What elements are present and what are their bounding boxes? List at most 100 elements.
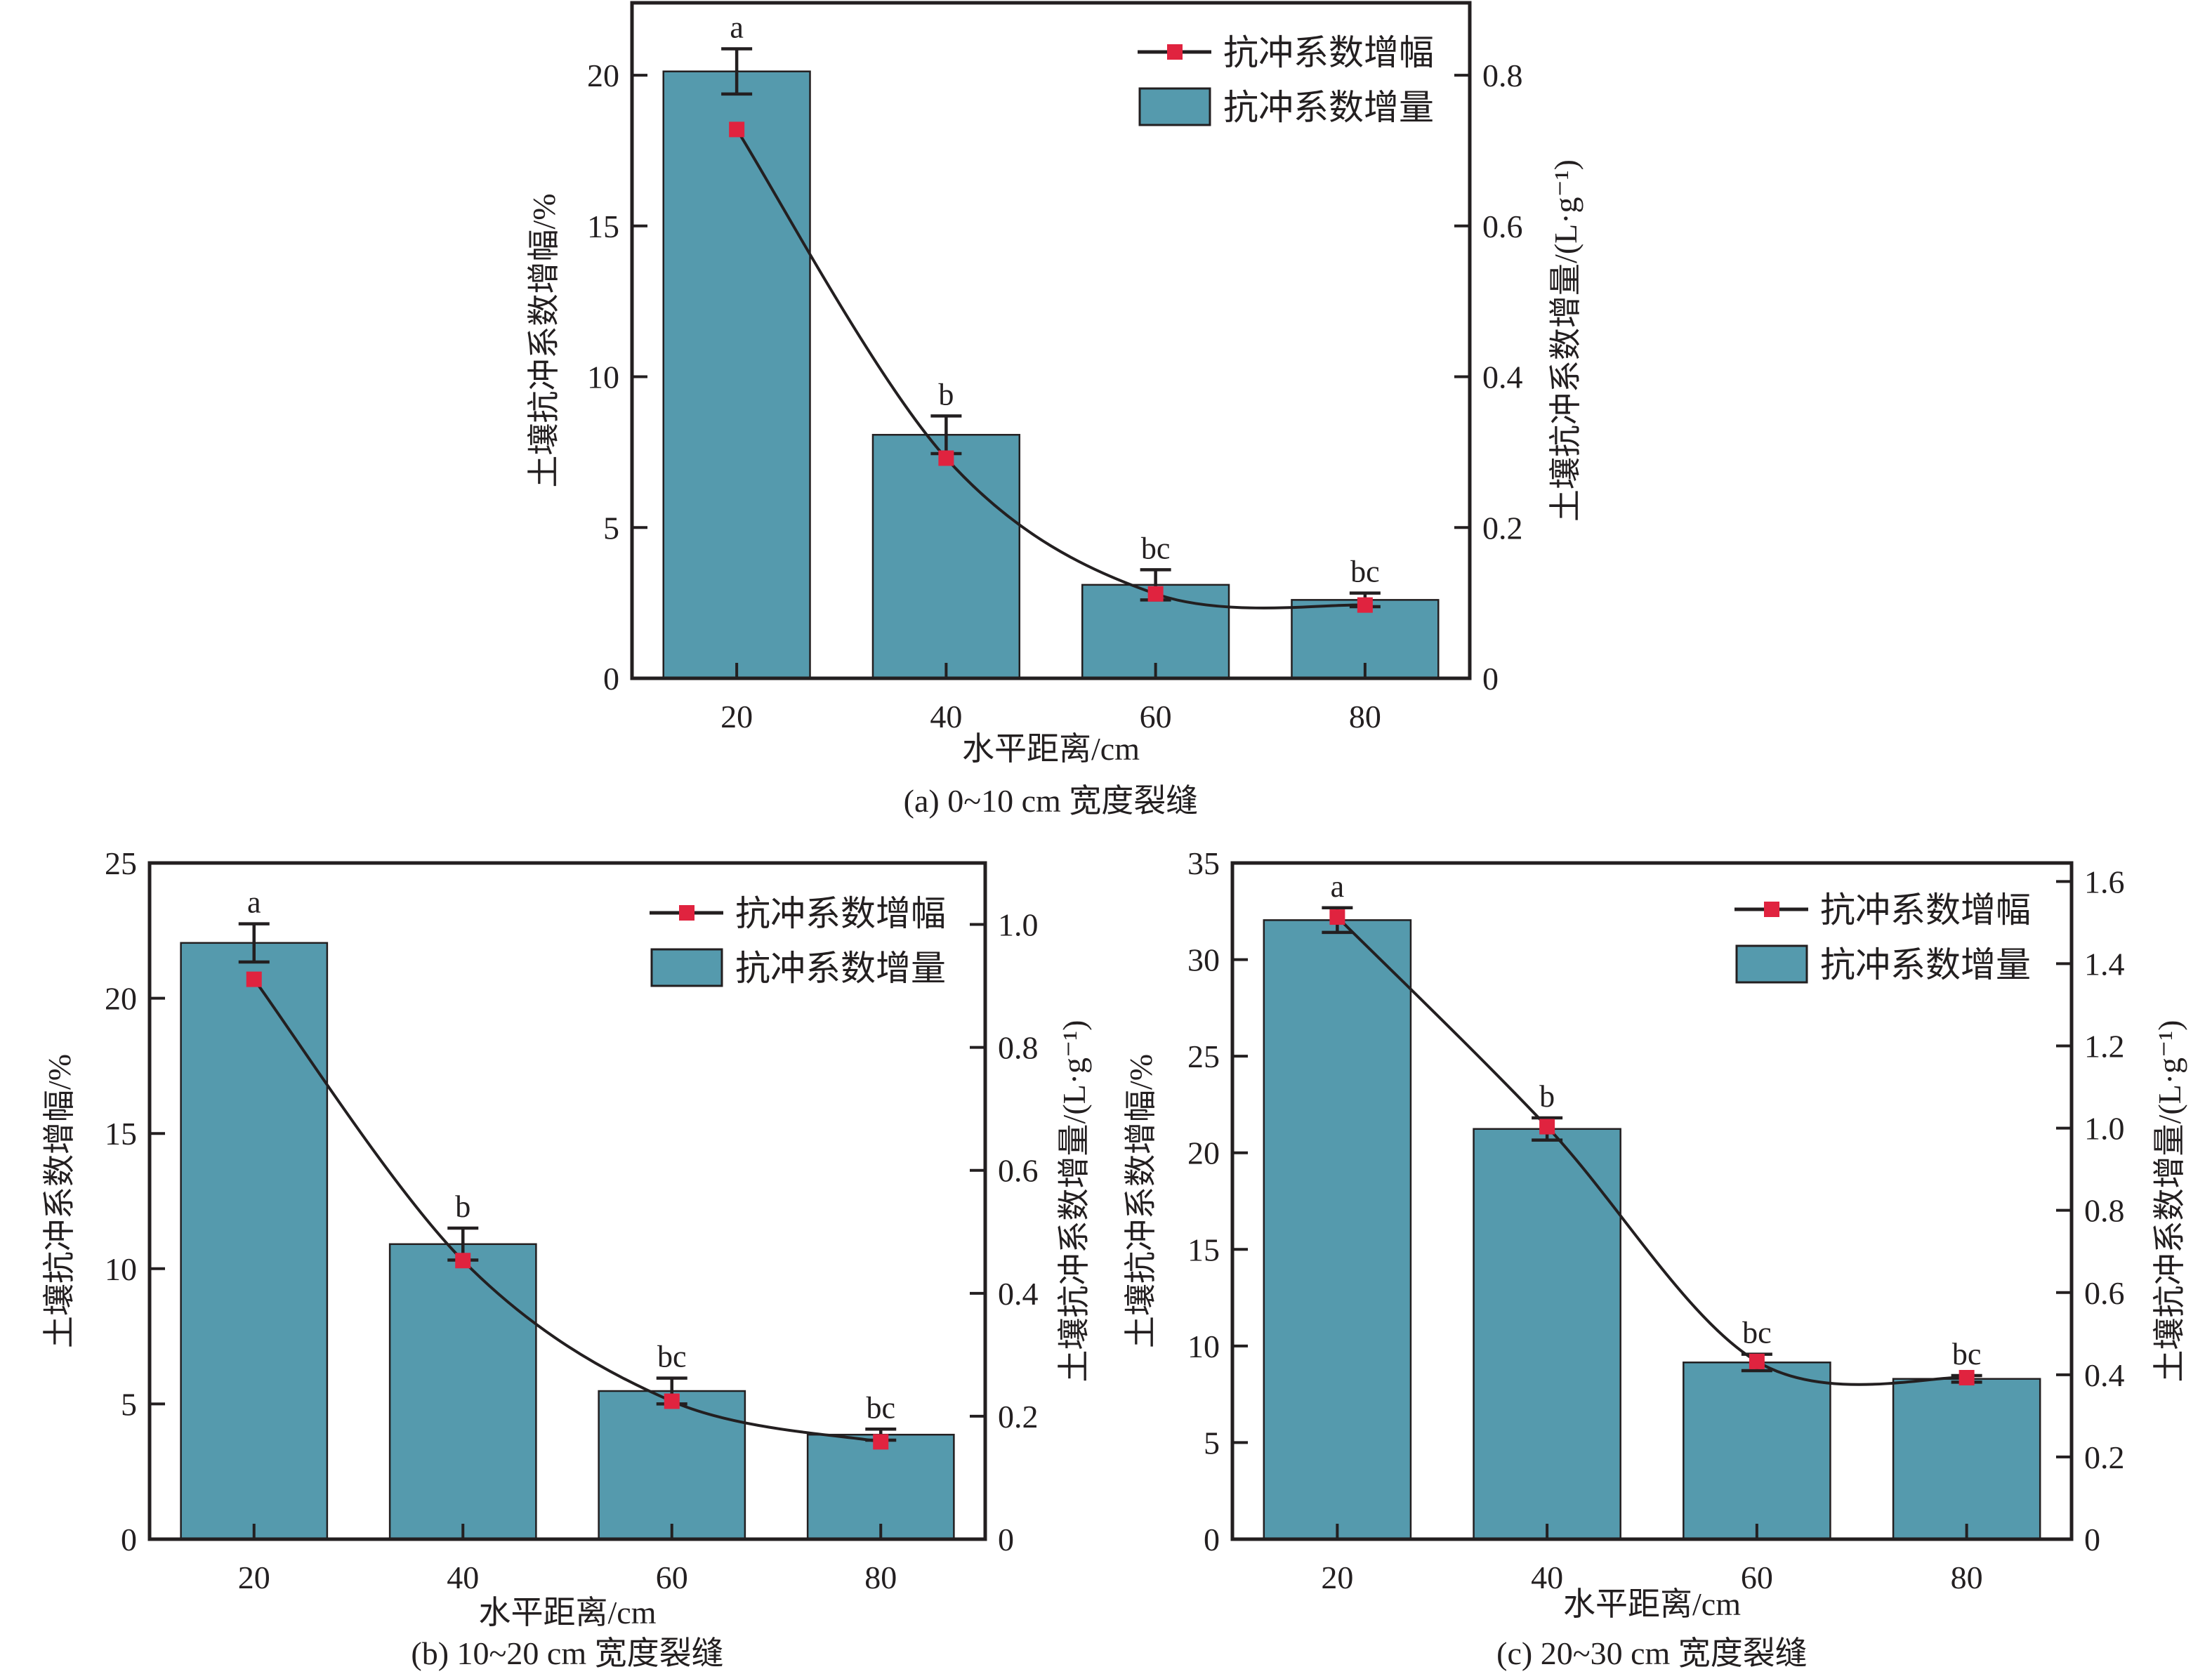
y-tick-label-left: 5 [1204,1425,1220,1461]
y-axis-title-right: 土壤抗冲系数增量/(L·g⁻¹) [1056,1020,1092,1383]
y-tick-label-right: 1.2 [2084,1029,2125,1065]
legend-label-line: 抗冲系数增幅 [1223,33,1434,72]
legend-label-bar: 抗冲系数增量 [1223,88,1434,127]
y-tick-label-right: 0 [1482,661,1499,697]
legend-bar-icon [650,948,723,987]
significance-label: bc [1952,1337,1982,1371]
bar [662,70,811,680]
y-tick-label-left: 35 [1187,845,1220,881]
y-tick-label-left: 25 [1187,1039,1220,1074]
significance-label: b [455,1189,470,1224]
y-tick-label-right: 0.4 [2084,1357,2125,1393]
y-tick-label-right: 0 [2084,1522,2100,1557]
x-tick-label: 60 [1741,1560,1773,1595]
x-tick-label: 60 [1140,699,1172,734]
significance-label: bc [1350,555,1380,589]
plot-frame [630,1,1472,680]
bar [180,942,329,1541]
fit-line [1336,916,1967,1386]
x-axis-title: 水平距离/cm [1563,1586,1741,1622]
y-tick-label-left: 10 [587,360,619,395]
marker [729,121,745,138]
marker [1329,909,1345,925]
chart-panel-b: 20 40 60 80 a b bc bc 0 5 10 15 20 25 0 0.2 0.4 0.6 0.8 1.0… [41,845,1092,1671]
bar [1892,1378,2041,1541]
y-tick-label-right: 0.6 [998,1153,1039,1189]
line-markers [729,121,1373,613]
y-tick-label-right: 0.4 [1482,360,1523,395]
legend-label-line: 抗冲系数增幅 [1820,890,2031,930]
x-tick-label: 20 [238,1560,270,1595]
marker [246,971,262,987]
y-tick-label-left: 15 [1187,1232,1220,1267]
bar [1263,919,1412,1541]
y-axis-title-right: 土壤抗冲系数增量/(L·g⁻¹) [2152,1020,2187,1383]
y-tick-label-right: 0.2 [998,1399,1039,1435]
significance-label: b [938,377,954,411]
y-tick-label-left: 15 [105,1116,137,1152]
x-axis-title: 水平距离/cm [479,1595,657,1630]
x-tick-label: 60 [656,1560,688,1595]
significance-label: bc [1742,1316,1772,1350]
marker [1539,1119,1555,1135]
y-tick-label-left: 20 [1187,1135,1220,1171]
bar [598,1390,746,1541]
y-tick-label-right: 0.8 [998,1030,1039,1066]
bar [806,1433,955,1541]
error-bars [238,922,897,1442]
x-tick-label: 80 [1349,699,1381,734]
marker [1749,1353,1765,1369]
y-tick-label-right: 0.4 [998,1276,1039,1312]
y-tick-label-left: 5 [121,1386,137,1422]
x-tick-label: 40 [447,1560,479,1595]
error-bars [721,47,1381,609]
marker [1357,597,1373,613]
significance-label: a [247,885,261,920]
y-tick-label-right: 0.8 [2084,1193,2125,1229]
x-tick-label: 40 [930,699,962,734]
significance-label: bc [866,1390,895,1425]
y-tick-label-right: 0.2 [1482,510,1523,546]
significance-label: a [1331,869,1345,904]
y-tick-label-left: 10 [105,1251,137,1287]
bar [388,1243,537,1541]
significance-label: a [730,10,744,44]
legend-marker-icon [679,905,694,921]
y-tick-label-left: 20 [105,981,137,1017]
legend-bar-icon [1735,944,1808,984]
marker [664,1393,680,1409]
bar-series [1263,919,2041,1541]
y-tick-label-left: 0 [1204,1522,1220,1557]
y-tick-label-right: 1.0 [998,907,1039,943]
y-tick-label-right: 0.2 [2084,1439,2125,1475]
y-tick-label-left: 0 [603,661,619,697]
y-tick-label-left: 5 [603,510,619,546]
y-axis-title-left: 土壤抗冲系数增幅/% [1123,1054,1159,1348]
panel-caption: (b) 10~20 cm 宽度裂缝 [411,1635,723,1671]
legend-label-line: 抗冲系数增幅 [735,894,946,933]
plot-frame [1230,861,2074,1541]
significance-label: bc [657,1340,687,1374]
legend-marker-icon [1764,902,1779,917]
significance-label: b [1539,1079,1555,1114]
chart-panel-a: 20 40 60 80 a b bc bc 0 5 10 15 20 0 0.2 0.4 0.6 0.8 土壤抗冲系… [526,1,1584,819]
x-tick-label: 40 [1531,1560,1563,1595]
fit-line [735,128,1365,609]
y-tick-label-left: 15 [587,209,619,244]
marker [938,450,954,466]
line-markers [1329,909,1975,1385]
marker [873,1434,889,1450]
y-tick-label-right: 0 [998,1522,1014,1557]
bar-series [180,942,955,1541]
line-markers [246,971,889,1450]
y-axis-title-left: 土壤抗冲系数增幅/% [526,193,562,487]
y-tick-label-right: 0.6 [2084,1275,2125,1311]
marker [1147,586,1164,602]
legend-bar-icon [1138,87,1211,126]
x-tick-label: 20 [1321,1560,1353,1595]
y-tick-label-left: 25 [105,845,137,881]
panel-caption: (c) 20~30 cm 宽度裂缝 [1496,1635,1808,1671]
